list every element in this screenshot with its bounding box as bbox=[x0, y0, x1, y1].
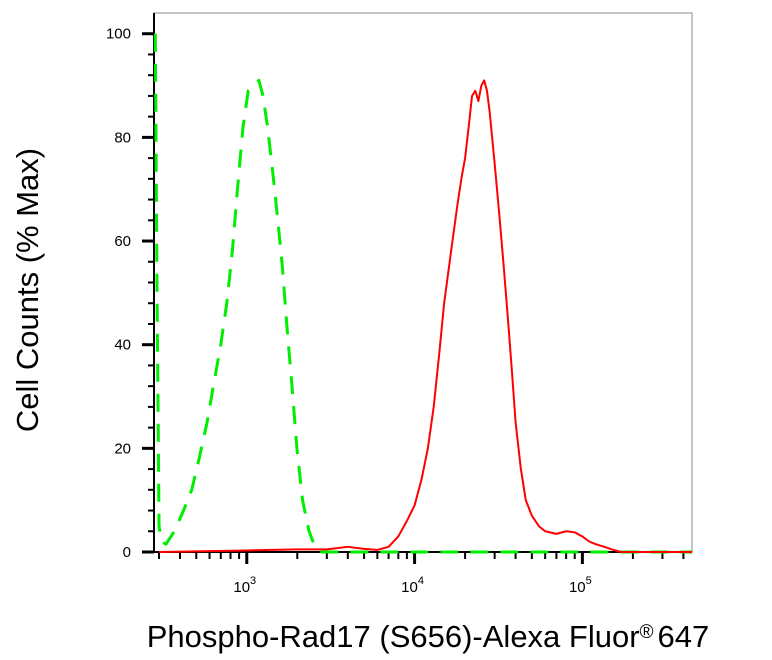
x-axis-label-suffix: 647 bbox=[658, 619, 710, 654]
series-line-2 bbox=[159, 79, 692, 553]
y-tick-label: 100 bbox=[106, 26, 131, 43]
y-tick-label: 20 bbox=[114, 440, 131, 457]
x-tick-base: 10 bbox=[569, 579, 586, 596]
x-tick-label: 105 bbox=[569, 575, 592, 596]
y-tick-label: 60 bbox=[114, 233, 131, 250]
x-axis-label-text: Phospho-Rad17 (S656)-Alexa Fluor bbox=[147, 619, 640, 654]
y-tick-label: 80 bbox=[114, 129, 131, 146]
series-line-1 bbox=[153, 33, 692, 554]
y-axis-label: Cell Counts (% Max) bbox=[10, 148, 45, 432]
x-tick-base: 10 bbox=[233, 579, 250, 596]
x-axis-ticks: 103 104 105 bbox=[158, 552, 685, 596]
x-tick-base: 10 bbox=[401, 579, 418, 596]
x-axis-label: Phospho-Rad17 (S656)-Alexa Fluor® 647 bbox=[147, 619, 710, 654]
x-tick-exponent: 4 bbox=[418, 575, 424, 587]
y-axis-ticks: 0 20 40 60 80 100 bbox=[106, 26, 154, 561]
y-tick-label: 40 bbox=[114, 337, 131, 354]
y-tick-label: 0 bbox=[123, 544, 131, 561]
x-tick-label: 104 bbox=[401, 575, 424, 596]
registered-mark: ® bbox=[640, 622, 654, 643]
x-tick-label: 103 bbox=[233, 575, 256, 596]
series-layer bbox=[153, 33, 692, 554]
x-tick-exponent: 3 bbox=[250, 575, 256, 587]
x-tick-exponent: 5 bbox=[586, 575, 592, 587]
